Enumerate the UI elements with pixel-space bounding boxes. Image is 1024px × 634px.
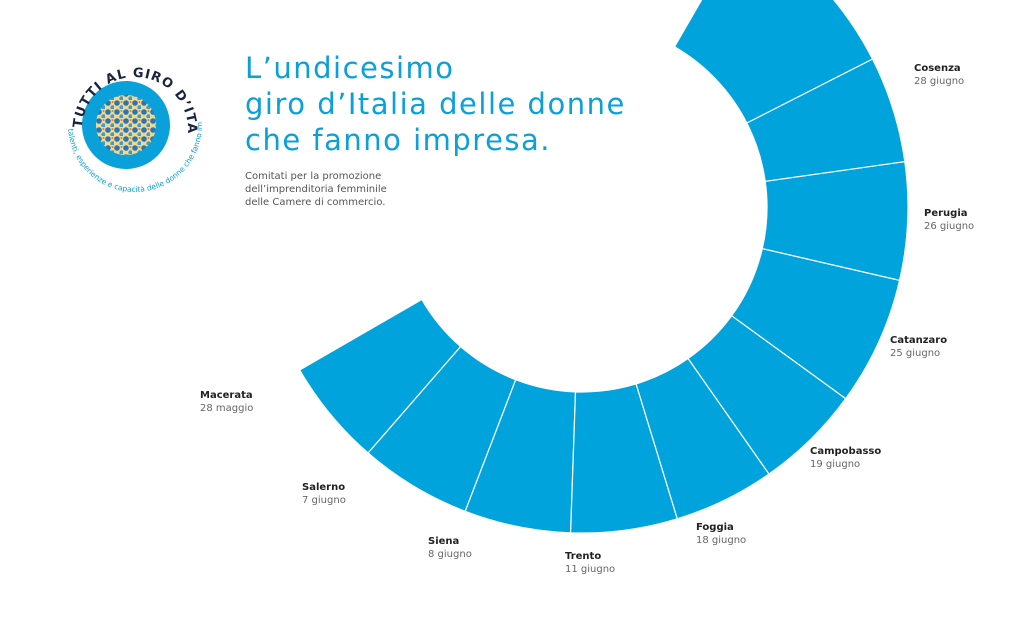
- stage-city: Salerno: [302, 482, 346, 493]
- stage-date: 8 giugno: [428, 549, 472, 560]
- stage-city: Catanzaro: [890, 335, 948, 346]
- stage-label-cosenza: Cosenza 28 giugno: [914, 62, 964, 88]
- stage-city: Trento: [565, 551, 602, 562]
- stage-city: Macerata: [200, 390, 253, 401]
- stage-city: Foggia: [696, 522, 734, 533]
- stage-label-macerata: Macerata 28 maggio: [200, 389, 253, 415]
- stage-date: 7 giugno: [302, 495, 346, 506]
- stage-date: 25 giugno: [890, 348, 941, 359]
- logo-mosaic-image: [96, 95, 156, 155]
- stage-date: 28 maggio: [200, 403, 254, 414]
- stage-date: 11 giugno: [565, 564, 616, 575]
- subtitle-line: delle Camere di commercio.: [245, 197, 386, 208]
- stage-label-foggia: Foggia 18 giugno: [696, 521, 746, 547]
- subtitle-line: Comitati per la promozione: [245, 171, 382, 182]
- title-line: L’undicesimo: [245, 51, 455, 85]
- stage-label-catanzaro: Catanzaro 25 giugno: [890, 334, 947, 360]
- stage-label-perugia: Perugia 26 giugno: [924, 207, 974, 233]
- title-line: che fanno impresa.: [245, 123, 552, 157]
- stage-city: Perugia: [924, 208, 968, 219]
- title-line: giro d’Italia delle donne: [245, 87, 626, 121]
- stage-label-campobasso: Campobasso 19 giugno: [810, 445, 881, 471]
- stage-city: Siena: [428, 536, 460, 547]
- stage-date: 26 giugno: [924, 221, 975, 232]
- stage-date: 19 giugno: [810, 459, 861, 470]
- stage-date: 18 giugno: [696, 535, 747, 546]
- stage-label-trento: Trento 11 giugno: [565, 550, 615, 576]
- page-title: L’undicesimo giro d’Italia delle donne c…: [245, 50, 626, 158]
- stage-date: 28 giugno: [914, 76, 965, 87]
- giro-logo: TUTTI AL GIRO D’ITALIA talenti, esperien…: [60, 55, 204, 194]
- subtitle-line: dell’imprenditoria femminile: [245, 184, 387, 195]
- stage-label-siena: Siena 8 giugno: [428, 535, 472, 561]
- stage-segment-continuation: [673, 0, 874, 124]
- stage-label-salerno: Salerno 7 giugno: [302, 481, 346, 507]
- stage-city: Campobasso: [810, 446, 882, 457]
- stage-city: Cosenza: [914, 63, 961, 74]
- page-subtitle: Comitati per la promozione dell’imprendi…: [245, 170, 387, 209]
